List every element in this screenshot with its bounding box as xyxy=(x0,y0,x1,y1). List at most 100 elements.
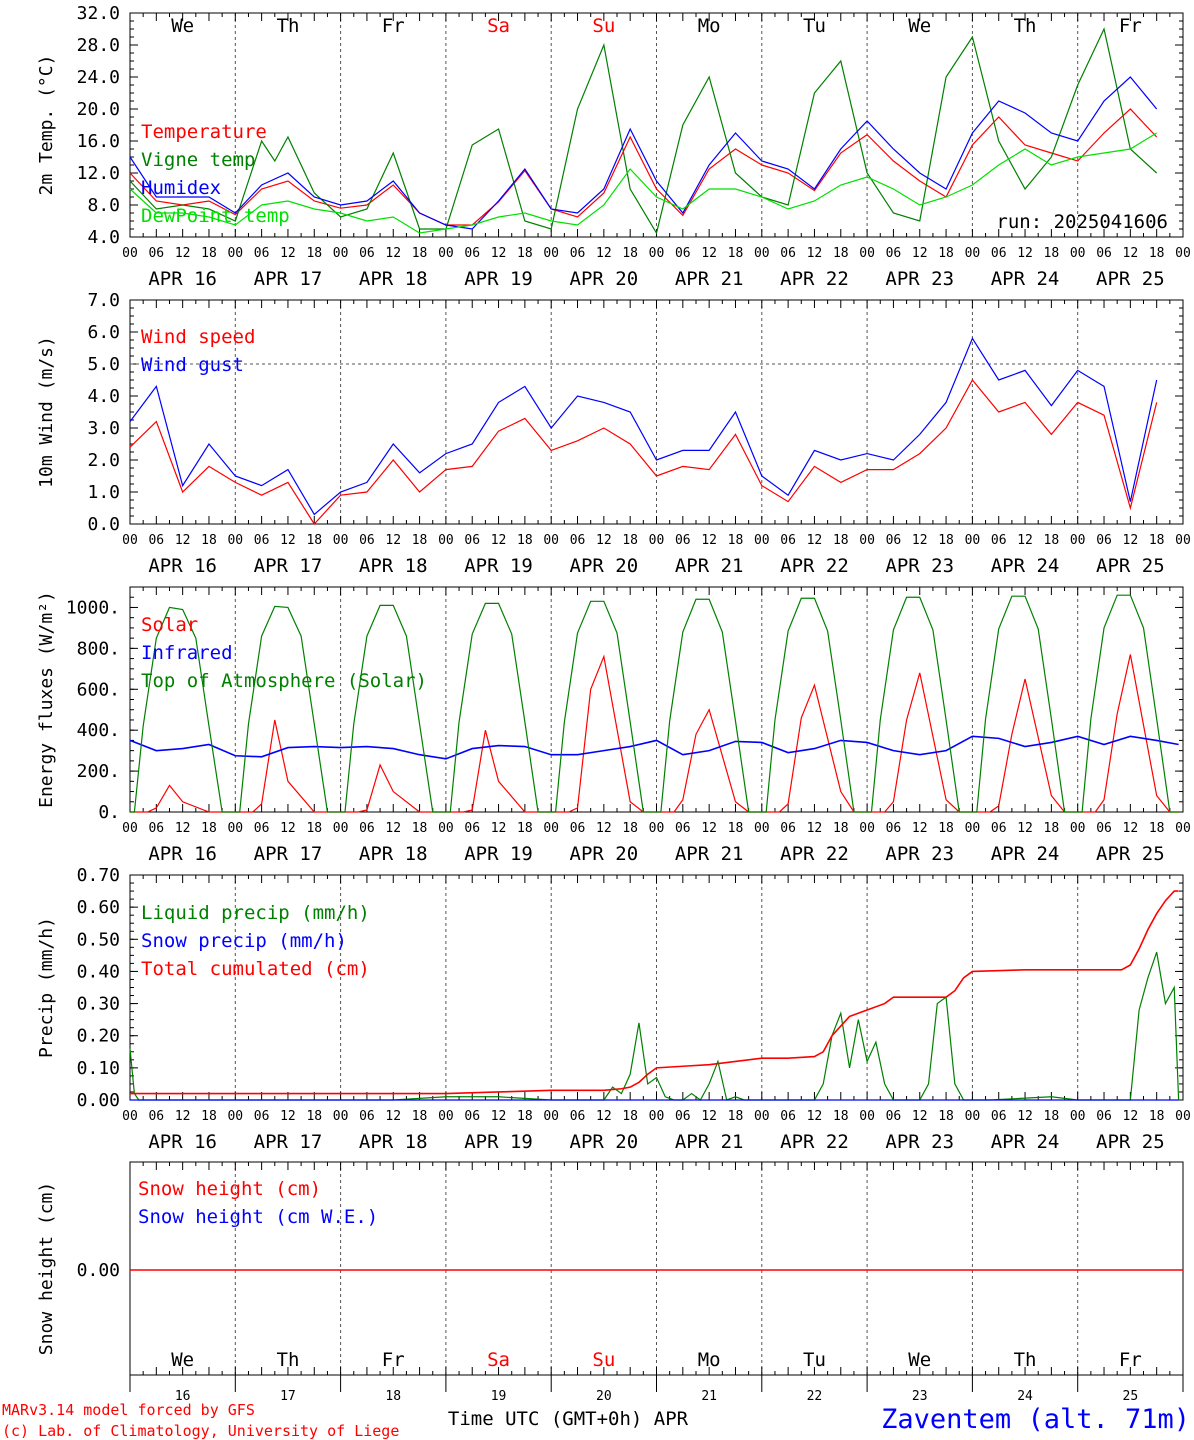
hour-label: 18 xyxy=(938,533,954,548)
day-name-top: Su xyxy=(592,15,615,37)
hour-label: 18 xyxy=(201,533,217,548)
hour-label: 12 xyxy=(912,821,928,836)
y-axis-label: Energy fluxes (W/m²) xyxy=(36,591,57,808)
hour-label: 18 xyxy=(517,1109,533,1124)
series-total-cumulated-cm- xyxy=(130,890,1179,1095)
date-label: APR 24 xyxy=(991,1131,1060,1153)
hour-label: 06 xyxy=(464,821,480,836)
hour-label: 06 xyxy=(148,1109,164,1124)
hour-label: 18 xyxy=(938,1109,954,1124)
hour-label: 18 xyxy=(728,246,744,261)
day-number: 18 xyxy=(385,1389,401,1404)
date-label: APR 17 xyxy=(254,1131,323,1153)
date-label: APR 19 xyxy=(464,555,533,577)
hour-label: 00 xyxy=(1175,1109,1191,1124)
legend-entry: Liquid precip (mm/h) xyxy=(141,902,370,924)
hour-label: 06 xyxy=(570,246,586,261)
hour-label: 06 xyxy=(254,246,270,261)
date-label: APR 23 xyxy=(885,1131,954,1153)
hour-label: 06 xyxy=(780,533,796,548)
y-tick-label: 0.70 xyxy=(77,865,120,886)
hour-label: 12 xyxy=(385,533,401,548)
y-tick-label: 0.50 xyxy=(77,929,120,950)
y-tick-label: 0.00 xyxy=(77,1260,120,1281)
y-tick-label: 24.0 xyxy=(77,67,120,88)
hour-label: 18 xyxy=(728,1109,744,1124)
hour-label: 00 xyxy=(1070,1109,1086,1124)
series-temperature xyxy=(129,108,1158,226)
time-axis-label: Time UTC (GMT+0h) APR xyxy=(448,1408,689,1430)
hour-label: 00 xyxy=(543,1109,559,1124)
hour-label: 18 xyxy=(412,246,428,261)
hour-label: 18 xyxy=(1149,821,1165,836)
panel-snow: 0.00 Snow height (cm) Snow height (cm) Snow… xyxy=(36,1161,1184,1376)
hour-label: 06 xyxy=(886,821,902,836)
panel-precip: 0.00 0.10 0.20 0.30 0.40 0.50 0.60 0.70 Precip (… xyxy=(36,865,1191,1153)
hour-label: 12 xyxy=(912,533,928,548)
date-label: APR 16 xyxy=(148,1131,217,1153)
y-tick-label: 0.30 xyxy=(77,994,120,1015)
date-label: APR 25 xyxy=(1096,1131,1165,1153)
day-name-bottom: Mo xyxy=(698,1349,721,1371)
hour-label: 06 xyxy=(254,1109,270,1124)
hour-label: 00 xyxy=(859,533,875,548)
hour-label: 00 xyxy=(649,246,665,261)
hour-label: 00 xyxy=(227,246,243,261)
hour-label: 06 xyxy=(570,533,586,548)
hour-label: 12 xyxy=(280,1109,296,1124)
plot-frame xyxy=(129,12,1184,238)
hour-label: 00 xyxy=(227,533,243,548)
hour-label: 12 xyxy=(701,821,717,836)
day-name-top: Th xyxy=(277,15,300,37)
hour-label: 00 xyxy=(543,246,559,261)
legend-entry: Snow height (cm W.E.) xyxy=(138,1206,378,1228)
day-number: 23 xyxy=(912,1389,928,1404)
hour-label: 12 xyxy=(701,1109,717,1124)
hour-label: 06 xyxy=(359,246,375,261)
hour-label: 12 xyxy=(280,533,296,548)
hour-label: 00 xyxy=(122,246,138,261)
day-name-bottom: We xyxy=(908,1349,931,1371)
date-label: APR 18 xyxy=(359,268,428,290)
hour-label: 18 xyxy=(517,246,533,261)
hour-label: 12 xyxy=(1123,1109,1139,1124)
day-name-top: Fr xyxy=(382,15,405,37)
hour-label: 06 xyxy=(464,246,480,261)
plot-frame xyxy=(129,299,1184,525)
hour-label: 06 xyxy=(148,533,164,548)
hour-label: 12 xyxy=(385,246,401,261)
panel-wind: 0.0 1.0 2.0 3.0 4.0 5.0 6.0 7.0 10m Wind (m/s) Wi… xyxy=(36,290,1191,577)
y-tick-label: 2.0 xyxy=(87,450,120,471)
hour-label: 12 xyxy=(385,1109,401,1124)
hour-label: 06 xyxy=(254,533,270,548)
y-tick-label: 16.0 xyxy=(77,131,120,152)
hour-label: 00 xyxy=(438,821,454,836)
hour-label: 00 xyxy=(438,1109,454,1124)
hour-label: 06 xyxy=(886,533,902,548)
hour-label: 06 xyxy=(675,533,691,548)
date-label: APR 19 xyxy=(464,1131,533,1153)
date-label: APR 17 xyxy=(254,843,323,865)
hour-label: 00 xyxy=(333,821,349,836)
date-label: APR 23 xyxy=(885,843,954,865)
date-label: APR 24 xyxy=(991,843,1060,865)
day-name-bottom: Fr xyxy=(1119,1349,1142,1371)
day-name-top: We xyxy=(171,15,194,37)
hour-label: 06 xyxy=(675,821,691,836)
hour-label: 06 xyxy=(780,821,796,836)
hour-label: 00 xyxy=(754,533,770,548)
day-name-bottom: Fr xyxy=(382,1349,405,1371)
hour-label: 06 xyxy=(991,1109,1007,1124)
date-label: APR 21 xyxy=(675,843,744,865)
hour-label: 00 xyxy=(1175,821,1191,836)
date-label: APR 16 xyxy=(148,555,217,577)
hour-label: 12 xyxy=(701,246,717,261)
hour-label: 06 xyxy=(886,246,902,261)
hour-label: 00 xyxy=(227,821,243,836)
hour-label: 12 xyxy=(175,821,191,836)
hour-label: 18 xyxy=(201,246,217,261)
hour-label: 00 xyxy=(543,821,559,836)
hour-label: 18 xyxy=(622,821,638,836)
hour-label: 06 xyxy=(359,533,375,548)
